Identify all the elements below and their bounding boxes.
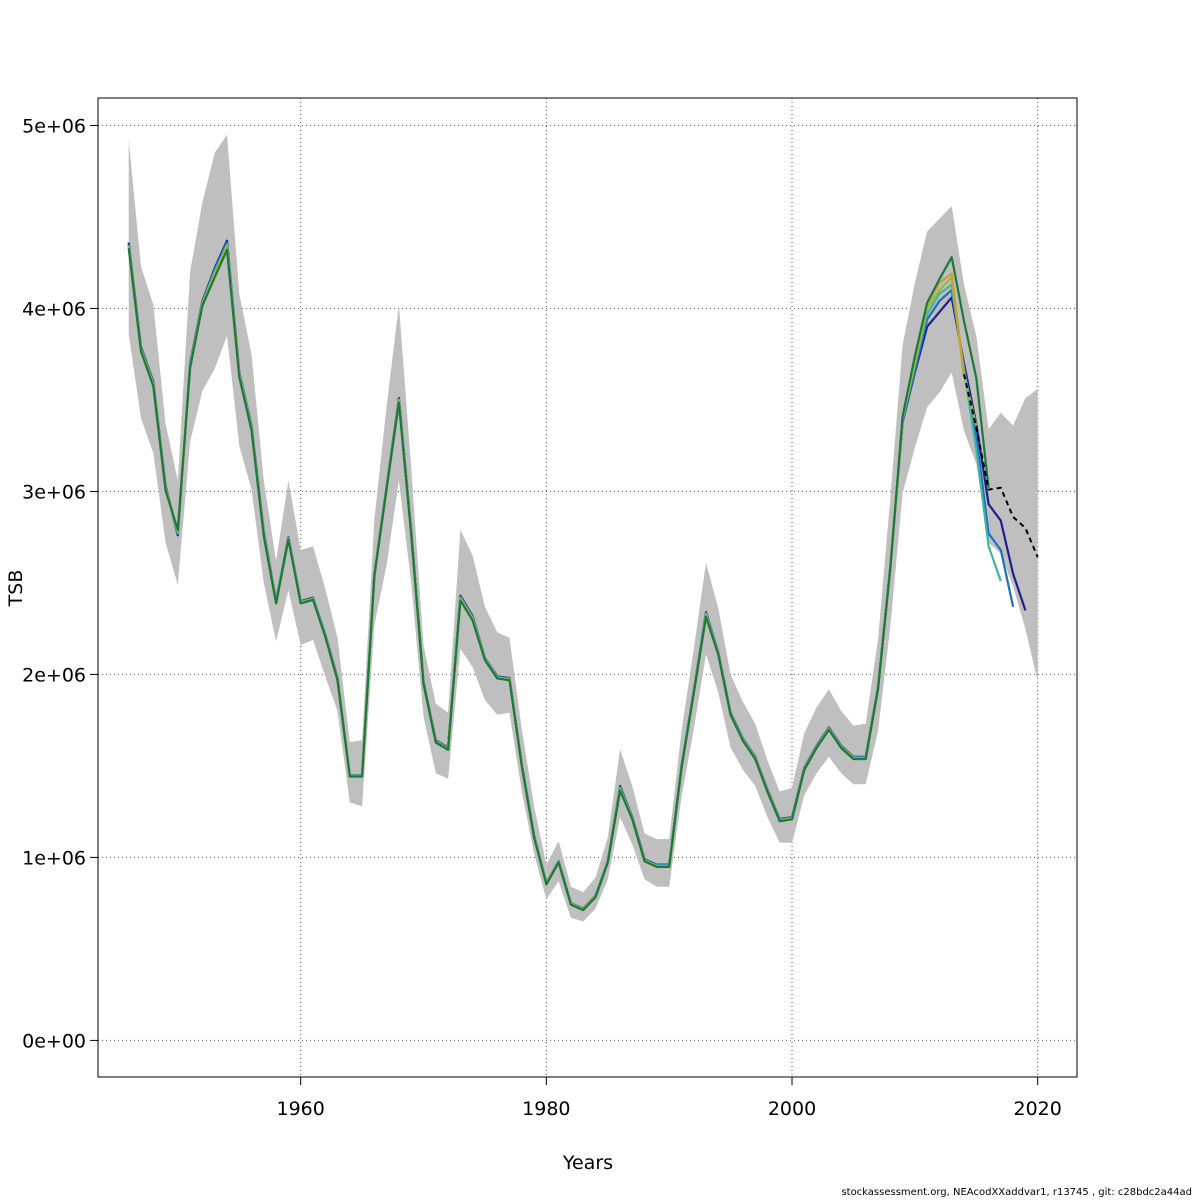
y-tick-label-4: 4e+06	[22, 298, 86, 320]
x-tick-label-1960: 1960	[276, 1098, 324, 1120]
series-line-6	[963, 374, 1039, 558]
y-axis: 0e+00 1e+06 2e+06 3e+06 4e+06 5e+06	[22, 115, 98, 1052]
y-tick-label-3: 3e+06	[22, 481, 86, 503]
plot-frame	[97, 97, 1078, 1078]
y-tick-label-2: 2e+06	[22, 664, 86, 686]
x-tick-label-2020: 2020	[1014, 1098, 1062, 1120]
x-tick-label-2000: 2000	[768, 1098, 816, 1120]
series-layer	[127, 239, 1039, 912]
series-line-5	[127, 247, 990, 912]
footer-credit: stockassessment.org, NEAcodXXaddvar1, r1…	[841, 1187, 1192, 1198]
x-axis-title: Years	[562, 1152, 613, 1174]
y-tick-label-5: 5e+06	[22, 115, 86, 137]
x-axis: 1960 1980 2000 2020	[276, 1077, 1062, 1120]
y-tick-label-0: 0e+00	[22, 1030, 86, 1052]
confidence-band-layer	[128, 134, 1038, 922]
confidence-band	[128, 134, 1038, 922]
y-axis-title: TSB	[5, 570, 27, 608]
x-tick-label-1980: 1980	[522, 1098, 570, 1120]
y-tick-label-1: 1e+06	[22, 847, 86, 869]
